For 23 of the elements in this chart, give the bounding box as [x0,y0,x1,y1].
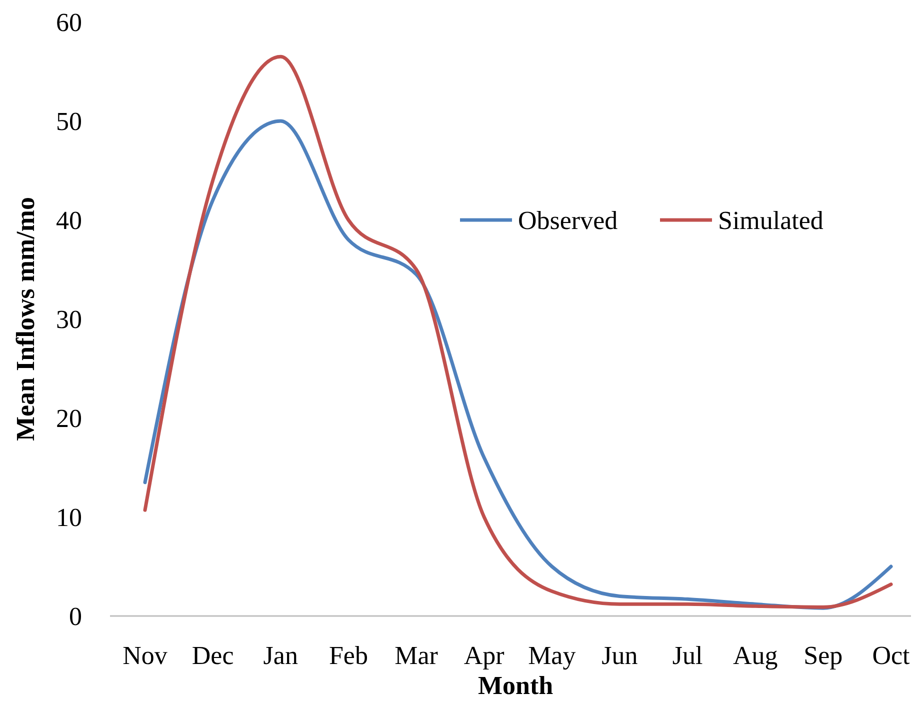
x-tick-label: Oct [872,641,911,670]
y-tick-label: 50 [56,107,82,136]
x-tick-label: May [528,641,576,670]
x-tick-label: Sep [804,641,843,670]
x-axis-title: Month [478,671,554,700]
y-tick-label: 30 [56,305,82,334]
x-tick-label: Aug [732,641,778,670]
x-tick-label: Feb [328,641,368,670]
x-tick-label: Jan [263,641,298,670]
y-tick-label: 20 [56,404,82,434]
legend-label: Observed [518,206,618,236]
x-tick-label: Dec [192,641,234,670]
y-tick-label: 10 [56,503,82,532]
x-tick-label: Jun [602,641,638,670]
x-tick-label: Jul [672,641,703,670]
y-axis-title: Mean Inflows mm/mo [11,196,40,442]
y-tick-label: 60 [56,8,82,38]
x-tick-label: Mar [394,641,438,670]
y-tick-label: 40 [56,206,82,236]
x-tick-label: Nov [122,641,168,670]
legend-label: Simulated [718,206,824,236]
y-tick-label: 0 [69,602,82,632]
x-tick-label: Apr [464,641,505,670]
